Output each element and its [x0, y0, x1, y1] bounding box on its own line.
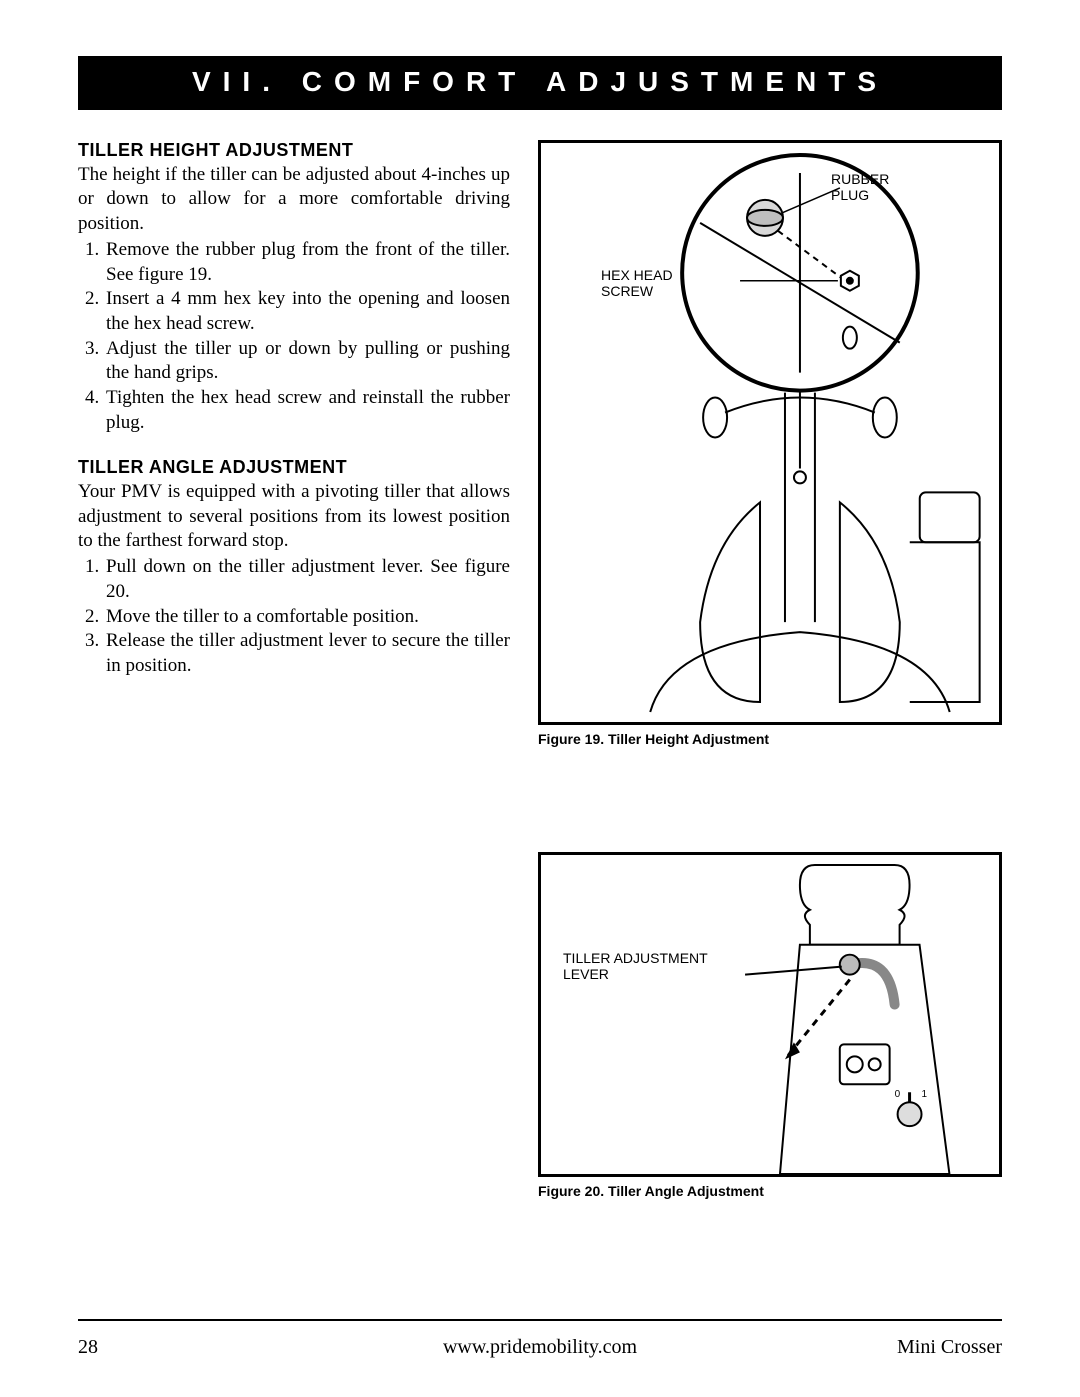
- intro-tiller-angle: Your PMV is equipped with a pivoting til…: [78, 480, 510, 553]
- svg-text:0: 0: [895, 1089, 901, 1100]
- label-tiller-lever: TILLER ADJUSTMENT LEVER: [563, 950, 708, 982]
- figure-20-box: 0 1 TILLER ADJUSTMENT LEVER: [538, 852, 1002, 1177]
- footer-rule: [78, 1319, 1002, 1321]
- label-hex-head-screw: HEX HEAD SCREW: [601, 267, 673, 299]
- list-item: Pull down on the tiller adjustment lever…: [104, 555, 510, 604]
- two-column-layout: TILLER HEIGHT ADJUSTMENT The height if t…: [78, 140, 1002, 1199]
- figure-20-caption: Figure 20. Tiller Angle Adjustment: [538, 1183, 1002, 1199]
- figure-20-diagram: 0 1: [541, 855, 999, 1174]
- figure-19-caption: Figure 19. Tiller Height Adjustment: [538, 731, 1002, 747]
- list-item: Insert a 4 mm hex key into the opening a…: [104, 287, 510, 336]
- list-item: Release the tiller adjustment lever to s…: [104, 629, 510, 678]
- list-item: Move the tiller to a comfortable positio…: [104, 605, 510, 630]
- list-item: Adjust the tiller up or down by pulling …: [104, 337, 510, 386]
- svg-text:1: 1: [922, 1089, 928, 1100]
- figure-19-box: RUBBER PLUG HEX HEAD SCREW: [538, 140, 1002, 725]
- steps-tiller-height: Remove the rubber plug from the front of…: [78, 238, 510, 436]
- figure-19-diagram: [541, 143, 999, 722]
- heading-tiller-height: TILLER HEIGHT ADJUSTMENT: [78, 140, 510, 161]
- page-footer: 28 www.pridemobility.com Mini Crosser: [78, 1336, 1002, 1359]
- label-rubber-plug: RUBBER PLUG: [831, 171, 889, 203]
- page: VII. COMFORT ADJUSTMENTS TILLER HEIGHT A…: [0, 0, 1080, 1397]
- section-banner: VII. COMFORT ADJUSTMENTS: [78, 56, 1002, 110]
- list-item: Remove the rubber plug from the front of…: [104, 238, 510, 287]
- figure-column: RUBBER PLUG HEX HEAD SCREW Figure 19. Ti…: [538, 140, 1002, 1199]
- list-item: Tighten the hex head screw and reinstall…: [104, 386, 510, 435]
- steps-tiller-angle: Pull down on the tiller adjustment lever…: [78, 555, 510, 678]
- intro-tiller-height: The height if the tiller can be adjusted…: [78, 163, 510, 236]
- heading-tiller-angle: TILLER ANGLE ADJUSTMENT: [78, 457, 510, 478]
- text-column: TILLER HEIGHT ADJUSTMENT The height if t…: [78, 140, 510, 1199]
- footer-url: www.pridemobility.com: [78, 1336, 1002, 1359]
